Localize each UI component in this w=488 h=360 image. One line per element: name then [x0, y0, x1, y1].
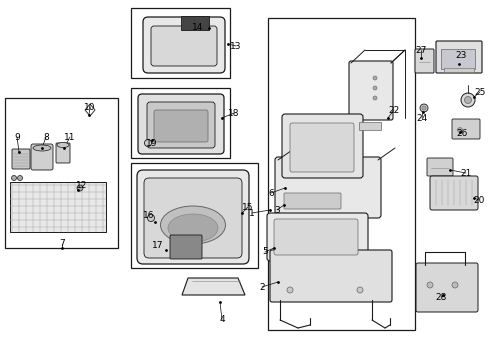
FancyBboxPatch shape	[170, 235, 202, 259]
Bar	[181, 16, 208, 30]
FancyBboxPatch shape	[154, 110, 207, 142]
Text: 22: 22	[387, 105, 399, 114]
Text: 10: 10	[84, 103, 96, 112]
Circle shape	[464, 96, 470, 104]
Bar	[267, 18, 414, 330]
Circle shape	[421, 106, 425, 110]
FancyBboxPatch shape	[151, 26, 217, 66]
FancyBboxPatch shape	[142, 17, 224, 73]
Text: 8: 8	[43, 132, 49, 141]
Circle shape	[18, 176, 22, 180]
Text: 5: 5	[262, 248, 267, 256]
Text: 19: 19	[146, 139, 158, 148]
Circle shape	[144, 140, 151, 147]
Text: 9: 9	[14, 132, 20, 141]
Circle shape	[356, 287, 362, 293]
Circle shape	[460, 93, 474, 107]
Circle shape	[426, 282, 432, 288]
Bar	[131, 88, 229, 158]
FancyBboxPatch shape	[435, 41, 481, 73]
Ellipse shape	[168, 214, 218, 242]
Text: 12: 12	[76, 180, 87, 189]
Text: 20: 20	[472, 195, 484, 204]
Circle shape	[457, 127, 462, 132]
Text: 15: 15	[242, 202, 253, 212]
Text: 11: 11	[64, 132, 76, 141]
Text: 6: 6	[267, 189, 273, 198]
FancyBboxPatch shape	[143, 178, 242, 258]
FancyBboxPatch shape	[451, 119, 479, 139]
FancyBboxPatch shape	[266, 213, 367, 261]
FancyBboxPatch shape	[56, 143, 70, 163]
FancyBboxPatch shape	[415, 263, 477, 312]
Bar	[131, 8, 229, 78]
FancyBboxPatch shape	[274, 157, 380, 218]
FancyBboxPatch shape	[269, 250, 391, 302]
Circle shape	[451, 282, 457, 288]
Text: 3: 3	[274, 206, 279, 215]
FancyBboxPatch shape	[348, 61, 392, 120]
FancyBboxPatch shape	[273, 219, 357, 255]
Text: 25: 25	[473, 87, 485, 96]
Text: 16: 16	[143, 211, 154, 220]
Text: 17: 17	[152, 240, 163, 249]
Bar	[440, 49, 474, 69]
Bar	[358, 122, 380, 130]
Text: 7: 7	[59, 239, 65, 248]
Text: 21: 21	[459, 168, 471, 177]
FancyBboxPatch shape	[414, 49, 433, 73]
Circle shape	[147, 215, 154, 221]
Bar	[443, 68, 473, 72]
Bar	[10, 182, 106, 232]
Text: 23: 23	[454, 50, 466, 59]
Polygon shape	[182, 278, 244, 295]
Text: 4: 4	[219, 315, 224, 324]
Text: 14: 14	[192, 23, 203, 32]
Circle shape	[286, 287, 292, 293]
Text: 27: 27	[414, 45, 426, 54]
Text: 2: 2	[259, 283, 264, 292]
Ellipse shape	[160, 206, 225, 244]
Bar	[5, 98, 118, 248]
Ellipse shape	[57, 143, 69, 148]
FancyBboxPatch shape	[137, 170, 248, 264]
Ellipse shape	[33, 145, 51, 151]
Circle shape	[77, 185, 83, 191]
Text: 13: 13	[230, 41, 241, 50]
Circle shape	[12, 176, 17, 180]
Text: 26: 26	[455, 129, 467, 138]
Text: 24: 24	[415, 113, 427, 122]
FancyBboxPatch shape	[284, 193, 340, 209]
FancyBboxPatch shape	[429, 176, 477, 210]
FancyBboxPatch shape	[282, 114, 362, 178]
Circle shape	[372, 96, 376, 100]
Polygon shape	[85, 104, 95, 116]
Text: 18: 18	[228, 108, 239, 117]
Text: 28: 28	[434, 292, 446, 302]
Bar	[131, 163, 258, 268]
Circle shape	[372, 76, 376, 80]
FancyBboxPatch shape	[289, 123, 353, 172]
FancyBboxPatch shape	[31, 144, 53, 170]
FancyBboxPatch shape	[138, 94, 224, 154]
Text: 1: 1	[248, 208, 254, 217]
FancyBboxPatch shape	[426, 158, 452, 176]
Circle shape	[419, 104, 427, 112]
Circle shape	[372, 86, 376, 90]
FancyBboxPatch shape	[147, 102, 215, 148]
FancyBboxPatch shape	[12, 149, 30, 169]
